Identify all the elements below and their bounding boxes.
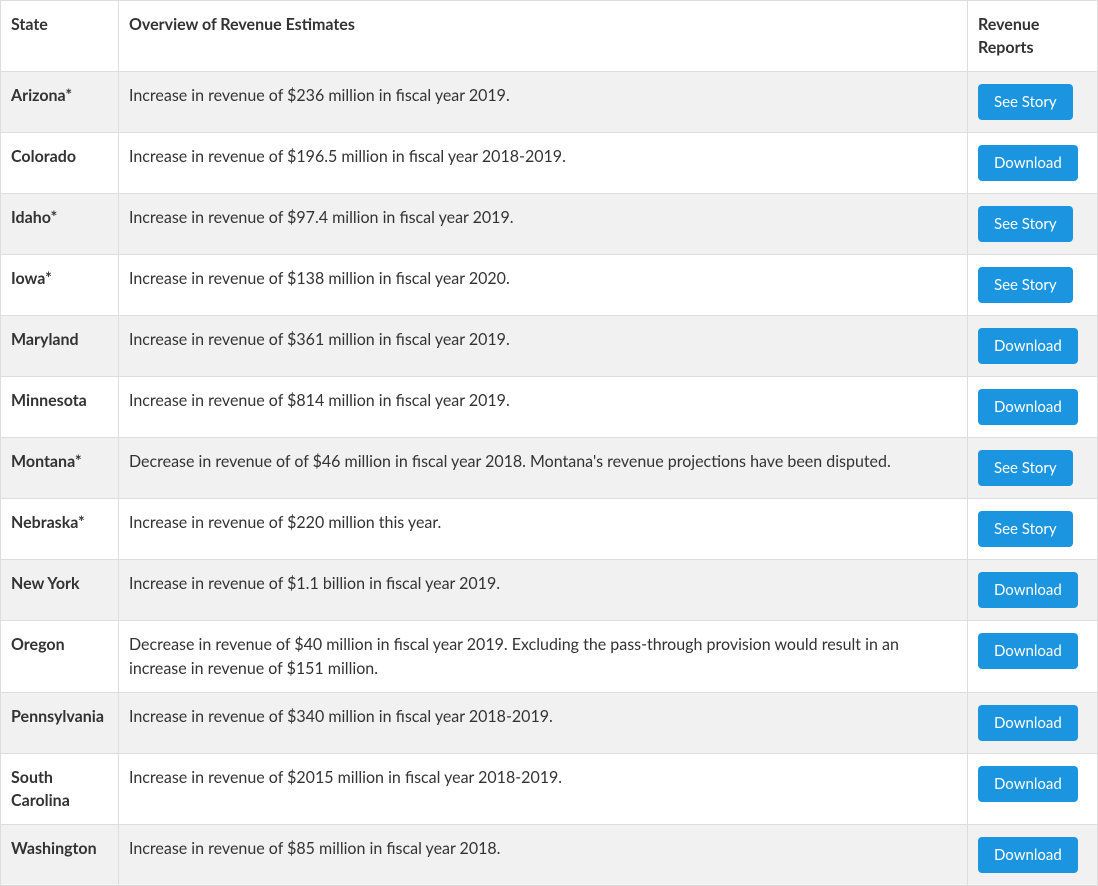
state-cell: Maryland	[1, 316, 119, 377]
table-header-row: State Overview of Revenue Estimates Reve…	[1, 1, 1098, 72]
action-cell: Download	[968, 825, 1098, 886]
table-row: Arizona*Increase in revenue of $236 mill…	[1, 72, 1098, 133]
table-row: Montana*Decrease in revenue of of $46 mi…	[1, 438, 1098, 499]
action-cell: Download	[968, 316, 1098, 377]
table-row: OregonDecrease in revenue of $40 million…	[1, 621, 1098, 692]
see-story-button[interactable]: See Story	[978, 450, 1073, 486]
header-state: State	[1, 1, 119, 72]
table-row: Nebraska*Increase in revenue of $220 mil…	[1, 499, 1098, 560]
overview-cell: Increase in revenue of $814 million in f…	[119, 377, 968, 438]
state-cell: Washington	[1, 825, 119, 886]
table-row: Idaho*Increase in revenue of $97.4 milli…	[1, 194, 1098, 255]
download-button[interactable]: Download	[978, 633, 1078, 669]
see-story-button[interactable]: See Story	[978, 267, 1073, 303]
state-cell: Oregon	[1, 621, 119, 692]
overview-cell: Decrease in revenue of of $46 million in…	[119, 438, 968, 499]
state-cell: Idaho*	[1, 194, 119, 255]
state-cell: Iowa*	[1, 255, 119, 316]
state-cell: Arizona*	[1, 72, 119, 133]
header-overview: Overview of Revenue Estimates	[119, 1, 968, 72]
state-cell: Montana*	[1, 438, 119, 499]
state-cell: Nebraska*	[1, 499, 119, 560]
download-button[interactable]: Download	[978, 705, 1078, 741]
overview-cell: Increase in revenue of $2015 million in …	[119, 753, 968, 824]
download-button[interactable]: Download	[978, 572, 1078, 608]
table-row: MinnesotaIncrease in revenue of $814 mil…	[1, 377, 1098, 438]
see-story-button[interactable]: See Story	[978, 84, 1073, 120]
overview-cell: Increase in revenue of $1.1 billion in f…	[119, 560, 968, 621]
state-cell: Pennsylvania	[1, 692, 119, 753]
action-cell: See Story	[968, 194, 1098, 255]
download-button[interactable]: Download	[978, 145, 1078, 181]
table-row: New YorkIncrease in revenue of $1.1 bill…	[1, 560, 1098, 621]
download-button[interactable]: Download	[978, 389, 1078, 425]
action-cell: See Story	[968, 499, 1098, 560]
state-cell: South Carolina	[1, 753, 119, 824]
action-cell: Download	[968, 621, 1098, 692]
table-row: Iowa*Increase in revenue of $138 million…	[1, 255, 1098, 316]
overview-cell: Increase in revenue of $220 million this…	[119, 499, 968, 560]
action-cell: Download	[968, 692, 1098, 753]
action-cell: See Story	[968, 255, 1098, 316]
see-story-button[interactable]: See Story	[978, 511, 1073, 547]
action-cell: Download	[968, 560, 1098, 621]
state-cell: Minnesota	[1, 377, 119, 438]
overview-cell: Increase in revenue of $97.4 million in …	[119, 194, 968, 255]
table-row: South CarolinaIncrease in revenue of $20…	[1, 753, 1098, 824]
revenue-estimates-table: State Overview of Revenue Estimates Reve…	[0, 0, 1098, 886]
action-cell: See Story	[968, 72, 1098, 133]
overview-cell: Increase in revenue of $196.5 million in…	[119, 133, 968, 194]
state-cell: New York	[1, 560, 119, 621]
state-cell: Colorado	[1, 133, 119, 194]
overview-cell: Increase in revenue of $236 million in f…	[119, 72, 968, 133]
overview-cell: Increase in revenue of $340 million in f…	[119, 692, 968, 753]
action-cell: See Story	[968, 438, 1098, 499]
download-button[interactable]: Download	[978, 328, 1078, 364]
action-cell: Download	[968, 377, 1098, 438]
overview-cell: Increase in revenue of $361 million in f…	[119, 316, 968, 377]
header-action: Revenue Reports	[968, 1, 1098, 72]
table-row: PennsylvaniaIncrease in revenue of $340 …	[1, 692, 1098, 753]
overview-cell: Increase in revenue of $138 million in f…	[119, 255, 968, 316]
action-cell: Download	[968, 133, 1098, 194]
action-cell: Download	[968, 753, 1098, 824]
download-button[interactable]: Download	[978, 766, 1078, 802]
overview-cell: Increase in revenue of $85 million in fi…	[119, 825, 968, 886]
table-row: WashingtonIncrease in revenue of $85 mil…	[1, 825, 1098, 886]
see-story-button[interactable]: See Story	[978, 206, 1073, 242]
table-row: MarylandIncrease in revenue of $361 mill…	[1, 316, 1098, 377]
table-row: ColoradoIncrease in revenue of $196.5 mi…	[1, 133, 1098, 194]
download-button[interactable]: Download	[978, 837, 1078, 873]
overview-cell: Decrease in revenue of $40 million in fi…	[119, 621, 968, 692]
